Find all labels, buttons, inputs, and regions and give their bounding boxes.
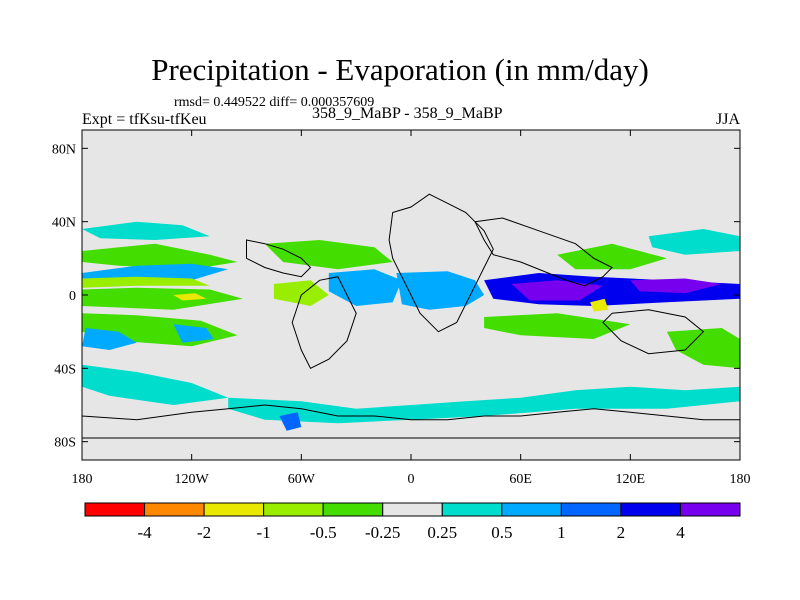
region-nat-green xyxy=(264,240,393,270)
region-npac-dry xyxy=(82,276,210,288)
region-eqatl-dry xyxy=(273,280,329,306)
chart-title: Precipitation - Evaporation (in mm/day) xyxy=(151,52,649,87)
x-tick-label: 180 xyxy=(72,472,93,487)
colorbar: -4 -2 -1 -0.5 -0.25 0.25 0.5 1 2 4 xyxy=(84,502,741,542)
y-tick-label: 40N xyxy=(52,216,76,231)
y-axis: 80N 40N 0 40S 80S xyxy=(52,142,740,451)
colorbar-swatch xyxy=(144,502,205,517)
stats-text: rmsd= 0.449522 diff= 0.000357609 xyxy=(174,95,375,110)
land-antarctica xyxy=(82,404,740,439)
x-tick-label: 120E xyxy=(616,472,646,487)
land-africa-europe xyxy=(388,193,494,333)
case-label: 358_9_MaBP - 358_9_MaBP xyxy=(312,105,503,122)
colorbar-swatch xyxy=(382,502,443,517)
colorbar-label: 0.5 xyxy=(491,523,512,542)
region-eqpac-band xyxy=(82,287,243,310)
land-north-america xyxy=(246,239,312,278)
colorbar-label: 0.25 xyxy=(427,523,457,542)
region-indian-core xyxy=(511,280,603,301)
colorbar-swatch xyxy=(501,502,562,517)
colorbar-swatch xyxy=(560,502,622,517)
colorbar-swatch xyxy=(441,502,503,517)
land-asia xyxy=(474,217,613,287)
colorbar-label: 2 xyxy=(617,523,626,542)
colorbar-swatch xyxy=(620,502,681,517)
colorbar-label: 4 xyxy=(676,523,685,542)
x-tick-label: 120W xyxy=(175,472,210,487)
colorbar-label: -2 xyxy=(197,523,211,542)
colorbar-label: -1 xyxy=(257,523,271,542)
x-axis: 180 120W 60W 0 60E 120E 180 xyxy=(72,130,751,487)
season-label: JJA xyxy=(716,111,741,128)
region-io-yellow xyxy=(590,298,609,312)
colorbar-label: -4 xyxy=(137,523,152,542)
region-wpac-core xyxy=(630,278,722,294)
land-outlines xyxy=(82,193,740,439)
x-tick-label: 180 xyxy=(730,472,751,487)
region-io-green xyxy=(484,313,631,339)
experiment-label: Expt = tfKsu-tfKeu xyxy=(82,111,207,128)
colorbar-swatch xyxy=(322,502,384,517)
colorbar-label: -0.5 xyxy=(310,523,337,542)
x-tick-label: 60W xyxy=(288,472,316,487)
colorbar-label: 1 xyxy=(557,523,566,542)
x-tick-label: 60E xyxy=(509,472,532,487)
region-npac-sub xyxy=(82,243,238,270)
region-eqatl-wet xyxy=(328,269,402,306)
region-n40-cyan xyxy=(82,221,210,240)
y-tick-label: 80S xyxy=(54,436,76,451)
y-tick-label: 80N xyxy=(52,142,76,157)
region-asia-green xyxy=(557,243,667,270)
contour-regions xyxy=(82,221,740,431)
colorbar-label: -0.25 xyxy=(365,523,400,542)
y-tick-label: 40S xyxy=(54,362,76,377)
land-south-america xyxy=(291,276,357,369)
colorbar-swatch xyxy=(84,502,146,517)
region-spac-wet2 xyxy=(173,324,214,343)
region-wpac-south xyxy=(666,328,740,369)
colorbar-swatch xyxy=(263,502,324,517)
region-spac-wet xyxy=(82,328,137,350)
x-tick-label: 0 xyxy=(408,472,415,487)
region-npwet xyxy=(648,229,740,255)
region-af-wet xyxy=(396,271,485,310)
colorbar-swatch xyxy=(203,502,265,517)
colorbar-swatch xyxy=(679,502,741,517)
region-ant-blue xyxy=(279,412,302,431)
land-australia xyxy=(602,309,705,355)
region-npac-itcz xyxy=(82,263,229,281)
region-eqpac-yellow xyxy=(173,293,207,301)
y-tick-label: 0 xyxy=(69,289,76,304)
region-so-cyan xyxy=(228,386,740,424)
region-so-band xyxy=(82,364,229,405)
